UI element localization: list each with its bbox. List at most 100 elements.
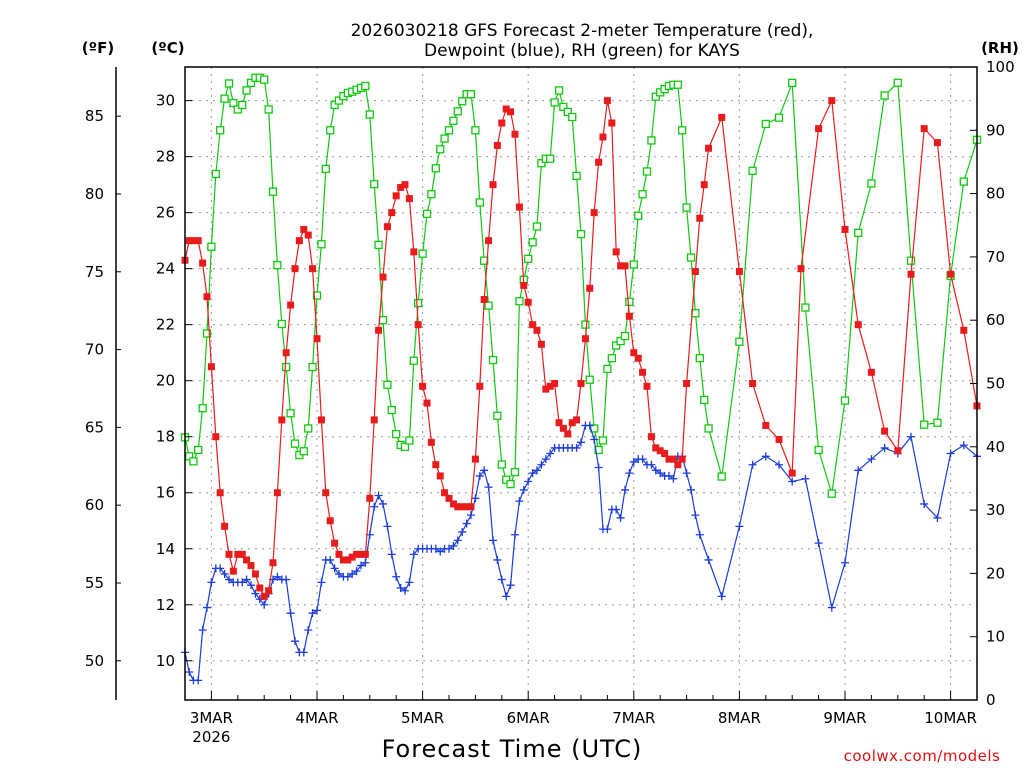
dewpoint-point	[304, 625, 313, 634]
relative-humidity-point	[238, 100, 247, 110]
relative-humidity-point	[700, 395, 709, 405]
dewpoint-point	[541, 455, 550, 464]
celsius-tick-label: 24	[156, 260, 175, 278]
temperature-point	[441, 489, 449, 497]
temperature-point	[401, 181, 409, 189]
dewpoint-point	[519, 485, 528, 494]
temperature-series	[181, 97, 981, 600]
x-tick-label: 9MAR	[823, 709, 866, 727]
temperature-point	[586, 284, 594, 292]
relative-humidity-point	[616, 336, 625, 346]
relative-humidity-point	[581, 320, 590, 329]
dewpoint-point	[933, 513, 942, 522]
dewpoint-point	[409, 550, 418, 559]
axes: 1012141618202224262830505560657075808501…	[85, 58, 1015, 746]
temperature-point	[269, 559, 277, 567]
dewpoint-point	[202, 603, 211, 612]
relative-humidity-point	[273, 260, 282, 270]
temperature-point	[370, 416, 378, 424]
dewpoint-point	[374, 491, 383, 500]
relative-humidity-point	[774, 113, 784, 122]
temperature-point	[854, 321, 862, 329]
dewpoint-point	[348, 569, 357, 578]
relative-humidity-point	[233, 105, 242, 114]
rh-tick-label: 10	[986, 628, 1005, 646]
temperature-point	[291, 265, 299, 273]
fahrenheit-tick-label: 55	[85, 574, 104, 592]
dewpoint-point	[396, 583, 405, 592]
relative-humidity-point	[576, 229, 586, 239]
relative-humidity-point	[286, 409, 295, 418]
temperature-point	[700, 181, 708, 189]
dewpoint-point	[695, 530, 704, 539]
dewpoint-point	[493, 555, 502, 564]
dewpoint-point	[664, 471, 673, 480]
relative-humidity-point	[585, 375, 594, 384]
relative-humidity-point	[326, 126, 335, 135]
relative-humidity-point	[735, 337, 744, 346]
temperature-point	[388, 209, 396, 217]
dewpoint-point	[867, 455, 876, 464]
temperature-point	[476, 382, 484, 390]
relative-humidity-point	[365, 110, 374, 119]
temperature-point	[617, 262, 625, 270]
dewpoint-point	[370, 502, 379, 511]
temperature-point	[427, 438, 435, 446]
temperature-point	[405, 195, 413, 203]
temperature-point	[867, 368, 875, 376]
celsius-tick-label: 26	[156, 204, 175, 222]
temperature-point	[559, 424, 567, 432]
dewpoint-point	[308, 609, 317, 618]
dewpoint-point	[704, 555, 713, 564]
relative-humidity-point	[502, 475, 511, 484]
dewpoint-point	[185, 667, 194, 676]
rh-tick-label: 100	[986, 58, 1015, 76]
temperature-point	[625, 312, 633, 320]
dewpoint-point	[392, 572, 401, 581]
relative-humidity-point	[788, 78, 797, 87]
temperature-point	[520, 281, 528, 289]
temperature-point	[603, 97, 611, 105]
temperature-point	[366, 494, 374, 502]
relative-humidity-point	[524, 254, 533, 263]
relative-humidity-point	[686, 253, 696, 262]
temperature-point	[947, 270, 955, 278]
temperature-point	[634, 354, 642, 362]
relative-humidity-point	[334, 96, 344, 105]
dewpoint-point	[436, 547, 445, 556]
fahrenheit-tick-label: 60	[85, 496, 104, 514]
temperature-point	[828, 97, 836, 105]
dewpoint-point	[334, 569, 343, 578]
temperature-point	[630, 349, 638, 357]
temperature-point	[546, 382, 554, 390]
dewpoint-point	[242, 575, 251, 584]
relative-humidity-point	[801, 303, 810, 312]
temperature-point	[775, 436, 783, 444]
dewpoint-point	[506, 581, 515, 590]
relative-humidity-point	[458, 97, 467, 106]
temperature-point	[185, 237, 193, 245]
temperature-point	[295, 237, 303, 245]
dewpoint-point	[946, 449, 955, 458]
dewpoint-point	[577, 438, 585, 447]
dewpoint-point	[691, 511, 700, 520]
temperature-point	[493, 141, 501, 149]
temperature-point	[621, 262, 629, 270]
temperature-point	[463, 503, 471, 511]
temperature-point	[515, 203, 523, 211]
relative-humidity-point	[651, 92, 660, 101]
dewpoint-point	[317, 578, 326, 587]
relative-humidity-point	[202, 329, 212, 338]
dewpoint-point	[629, 457, 638, 466]
temperature-point	[696, 214, 704, 222]
temperature-point	[300, 225, 308, 233]
dewpoint-point	[669, 474, 678, 483]
relative-humidity-point	[466, 90, 476, 99]
dewpoint-point	[638, 455, 647, 464]
temperature-point	[282, 349, 290, 357]
relative-humidity-point	[704, 424, 713, 433]
dewpoint-point	[379, 499, 387, 508]
relative-humidity-point	[414, 298, 423, 308]
temperature-point	[273, 489, 281, 497]
relative-humidity-point	[436, 145, 445, 154]
